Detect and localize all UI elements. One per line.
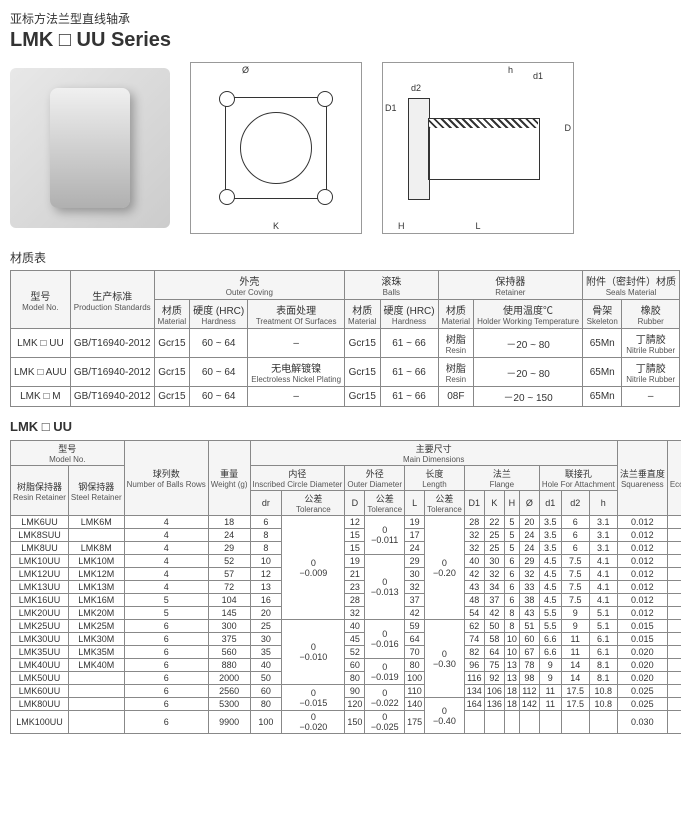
diagram-row: K Ø L H h D1 D d2 d1 (10, 62, 671, 234)
side-view-drawing: L H h D1 D d2 d1 (382, 62, 574, 234)
table-row: LMK35UULMK35M6560355270826410676.6116.10… (11, 646, 681, 659)
table-row: LMK25UULMK25M6300250 −0.010400 −0.016590… (11, 620, 681, 633)
table-row: LMK50UU6200050801001169213989148.10.0200… (11, 672, 681, 685)
table-row: LMK13UULMK13M47213233243346334.57.54.10.… (11, 581, 681, 594)
table-row: LMK □ AUUGB/T16940-2012Gcr1560 ~ 64无电解镀镍… (11, 358, 680, 387)
dimension-table: 型号Model No. 球列数Number of Balls Rows 重量We… (10, 440, 681, 734)
table-row: LMK □ MGB/T16940-2012Gcr1560 ~ 64–Gcr156… (11, 387, 680, 407)
table-row: LMK12UULMK12M45712213042326324.57.54.10.… (11, 568, 681, 581)
table-row: LMK10UULMK10M45210190 −0.0132940306294.5… (11, 555, 681, 568)
material-section-title: 材质表 (10, 249, 671, 266)
table-row: LMK40UULMK40M688040600 −0.01980967513789… (11, 659, 681, 672)
table-row: LMK80UU65300801201400 −0.401641361814211… (11, 698, 681, 711)
front-view-drawing: K Ø (190, 62, 362, 234)
product-render (10, 68, 170, 228)
material-table: 型号Model No. 生产标准Production Standards 外壳O… (10, 270, 680, 407)
series-subtitle: LMK □ UU (10, 419, 671, 434)
table-row: LMK30UULMK30M6375304564745810606.6116.10… (11, 633, 681, 646)
title-en: LMK □ UU Series (10, 29, 671, 52)
table-row: LMK16UULMK16M510416283748376384.57.54.10… (11, 594, 681, 607)
table-row: LMK20UULMK20M514520324254428435.595.10.0… (11, 607, 681, 620)
table-row: LMK □ UUGB/T16940-2012Gcr1560 ~ 64–Gcr15… (11, 329, 680, 358)
table-row: LMK8UULMK8M4298152432255243.563.10.0120.… (11, 542, 681, 555)
table-row: LMK100UU699001000 −0.0201500 −0.0251750.… (11, 711, 681, 734)
table-row: LMK60UU62560600 −0.015900 −0.02211013410… (11, 685, 681, 698)
title-cn: 亚标方法兰型直线轴承 (10, 10, 671, 27)
table-row: LMK8SUU4248151732255243.563.10.0120.0121… (11, 529, 681, 542)
table-row: LMK6UULMK6M41860 −0.009120 −0.011190 −0.… (11, 516, 681, 529)
